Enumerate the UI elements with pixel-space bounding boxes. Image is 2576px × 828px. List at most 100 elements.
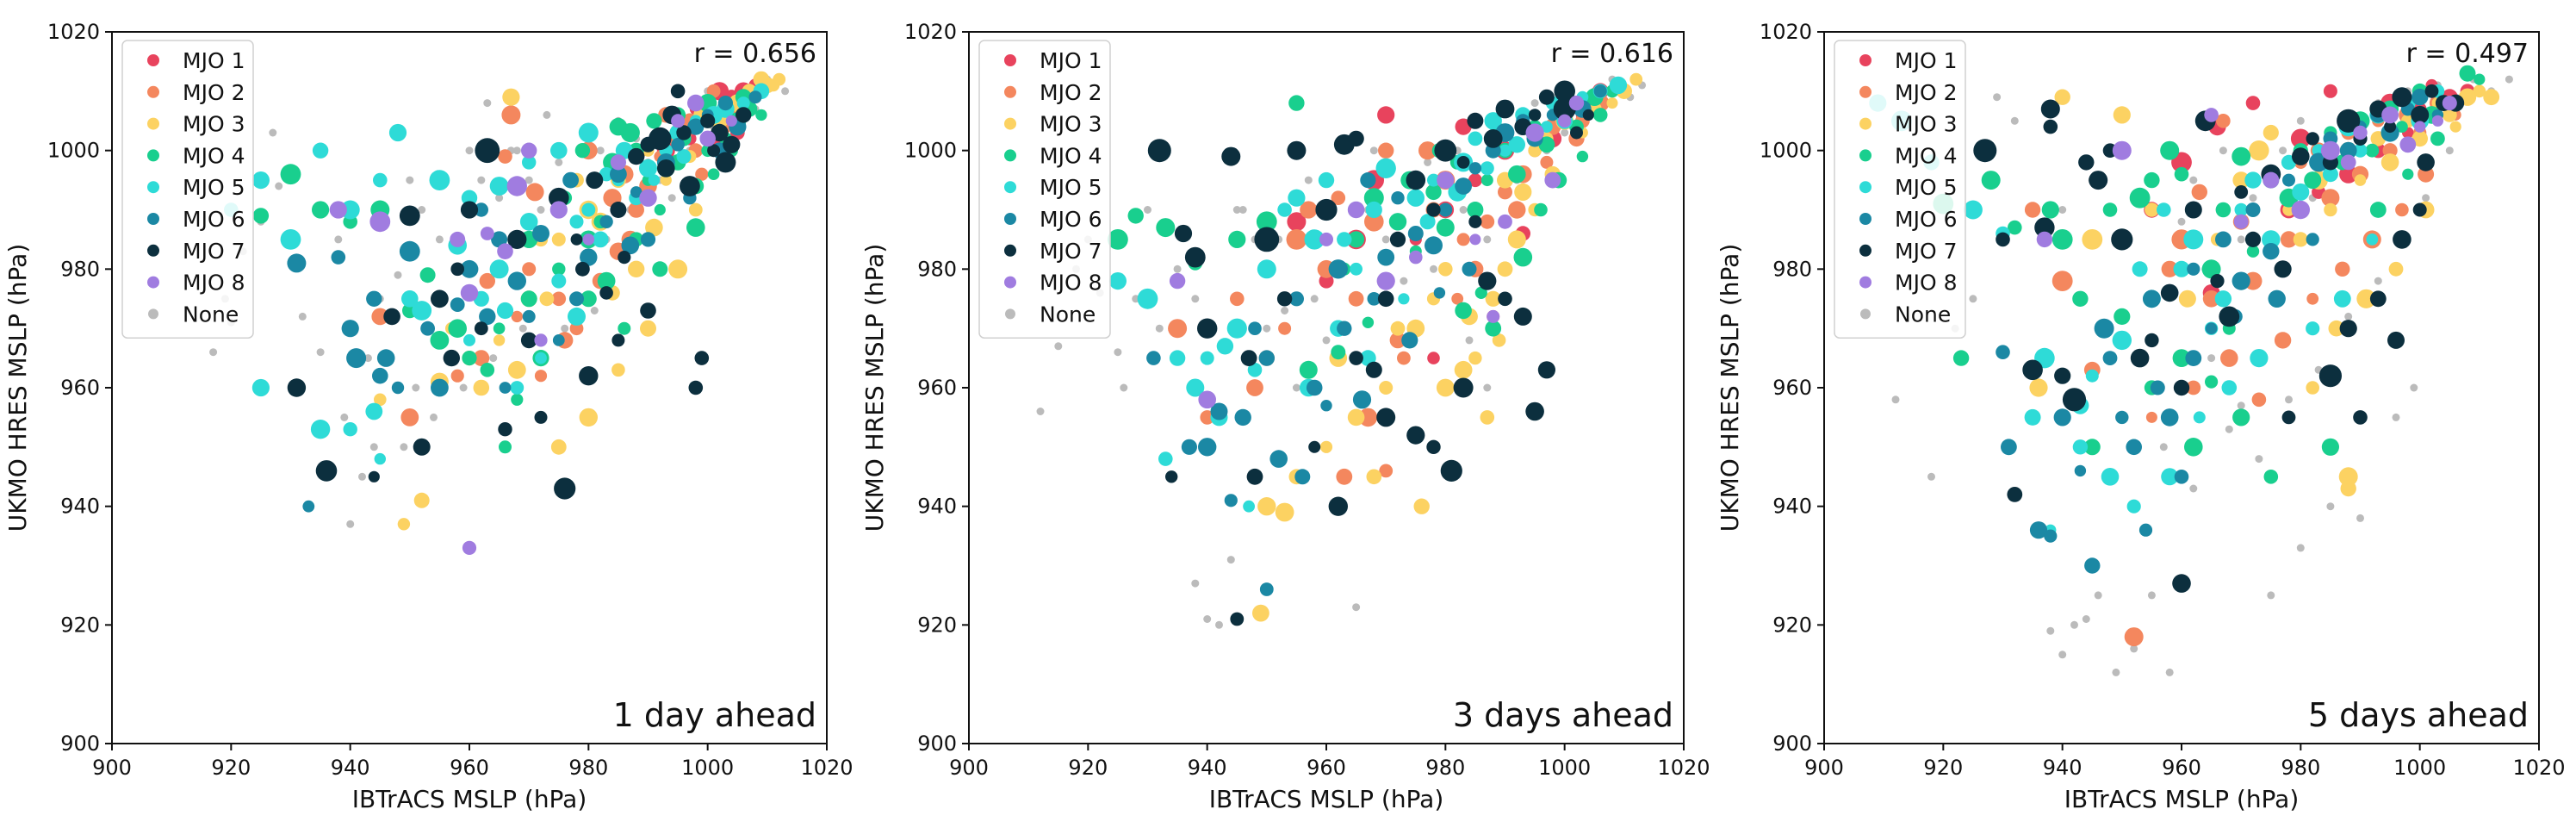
data-point-mjo-6 [1462, 261, 1477, 277]
data-point-mjo-7 [1147, 139, 1171, 163]
data-point-mjo-6 [640, 232, 656, 247]
data-point-mjo-5 [522, 155, 537, 170]
data-point-mjo-4 [2231, 146, 2251, 166]
data-point-mjo-7 [368, 470, 380, 482]
data-point-mjo-5 [343, 422, 357, 437]
data-point-mjo-7 [723, 135, 741, 153]
data-point-mjo-3 [2412, 130, 2428, 147]
legend-entry: None [1040, 302, 1096, 327]
y-tick-label: 920 [917, 613, 957, 637]
data-point-mjo-3 [628, 260, 645, 277]
data-point-mjo-8 [1319, 232, 1333, 246]
data-point-none [483, 99, 492, 108]
data-point-mjo-7 [1426, 439, 1441, 454]
x-tick-label: 1020 [800, 756, 853, 780]
legend-marker [148, 308, 158, 320]
data-point-mjo-7 [707, 144, 721, 158]
data-point-mjo-5 [2161, 468, 2179, 486]
data-point-mjo-5 [1398, 293, 1410, 305]
data-point-mjo-7 [2337, 109, 2361, 133]
data-point-mjo-5 [496, 302, 514, 320]
data-point-mjo-7 [2234, 185, 2249, 199]
data-point-mjo-2 [1397, 351, 1411, 365]
data-point-none [1226, 556, 1235, 564]
data-point-mjo-2 [371, 308, 389, 326]
data-point-mjo-4 [1331, 345, 1346, 360]
y-tick-label: 900 [1772, 732, 1812, 756]
data-point-mjo-7 [1582, 109, 1594, 121]
y-tick-label: 940 [917, 495, 957, 519]
data-point-mjo-4 [1348, 231, 1365, 248]
data-point-none [394, 271, 402, 279]
data-point-mjo-5 [1480, 161, 1494, 176]
data-point-mjo-2 [2186, 380, 2201, 395]
data-point-mjo-4 [1467, 202, 1484, 218]
data-point-mjo-5 [1169, 350, 1186, 366]
data-point-none [1352, 603, 1361, 612]
data-point-none [418, 206, 426, 214]
data-point-mjo-6 [1181, 439, 1197, 455]
data-point-mjo-6 [580, 248, 598, 266]
data-point-mjo-5 [2353, 143, 2368, 158]
data-point-mjo-8 [480, 227, 494, 240]
data-point-mjo-4 [707, 168, 720, 180]
data-point-mjo-4 [1228, 230, 1246, 248]
data-point-mjo-7 [1165, 470, 1178, 483]
data-point-none [2445, 146, 2454, 155]
data-point-mjo-3 [2029, 378, 2048, 397]
data-point-mjo-5 [1375, 158, 1396, 178]
data-point-mjo-4 [618, 321, 631, 335]
data-point-mjo-5 [569, 215, 584, 229]
legend-marker [1004, 149, 1016, 162]
data-point-mjo-5 [568, 307, 586, 326]
data-point-mjo-4 [1592, 108, 1608, 122]
legend-marker [1859, 85, 1871, 98]
data-point-mjo-8 [2353, 125, 2368, 140]
data-point-mjo-6 [621, 236, 640, 255]
correlation-annotation: r = 0.497 [2406, 39, 2529, 69]
data-point-mjo-3 [1257, 497, 1276, 516]
data-point-mjo-7 [1468, 215, 1482, 228]
data-point-none [590, 307, 599, 314]
data-point-none [2410, 383, 2418, 392]
data-point-none [2285, 395, 2293, 404]
data-point-none [1054, 342, 1063, 351]
x-tick-label: 900 [1804, 756, 1844, 780]
data-point-mjo-7 [1389, 231, 1406, 247]
data-point-mjo-6 [610, 165, 627, 184]
data-point-mjo-6 [2115, 410, 2129, 425]
data-point-mjo-8 [460, 283, 479, 302]
data-point-mjo-7 [1453, 377, 1474, 398]
data-point-none [2219, 146, 2227, 155]
data-point-mjo-5 [1963, 200, 1983, 220]
data-point-mjo-5 [551, 273, 567, 289]
data-point-mjo-3 [2306, 381, 2319, 395]
data-point-mjo-4 [2396, 121, 2408, 134]
data-point-mjo-7 [2054, 367, 2071, 384]
data-point-mjo-4 [755, 109, 767, 121]
data-point-mjo-7 [1528, 109, 1542, 121]
data-point-mjo-5 [489, 259, 509, 279]
data-point-mjo-5 [251, 171, 270, 190]
data-point-mjo-6 [1438, 202, 1453, 217]
legend-entry: MJO 6 [183, 207, 245, 232]
data-point-mjo-8 [2431, 115, 2443, 127]
data-point-mjo-6 [1306, 379, 1323, 396]
data-point-mjo-6 [2044, 529, 2058, 543]
data-point-mjo-4 [499, 440, 512, 454]
legend-marker [147, 244, 159, 257]
legend-marker [1004, 181, 1016, 194]
data-point-mjo-8 [497, 243, 513, 260]
data-point-mjo-6 [717, 96, 734, 111]
y-tick-label: 1020 [47, 20, 100, 44]
data-point-none [1292, 383, 1300, 392]
data-point-mjo-5 [374, 452, 386, 465]
data-point-mjo-4 [646, 113, 662, 129]
scatter-points [1036, 72, 1647, 629]
data-point-mjo-4 [2402, 168, 2414, 180]
data-point-none [358, 472, 366, 481]
data-point-none [1424, 158, 1432, 166]
data-point-mjo-6 [1337, 321, 1352, 336]
data-point-mjo-6 [1269, 450, 1288, 468]
data-point-mjo-8 [1544, 171, 1561, 189]
